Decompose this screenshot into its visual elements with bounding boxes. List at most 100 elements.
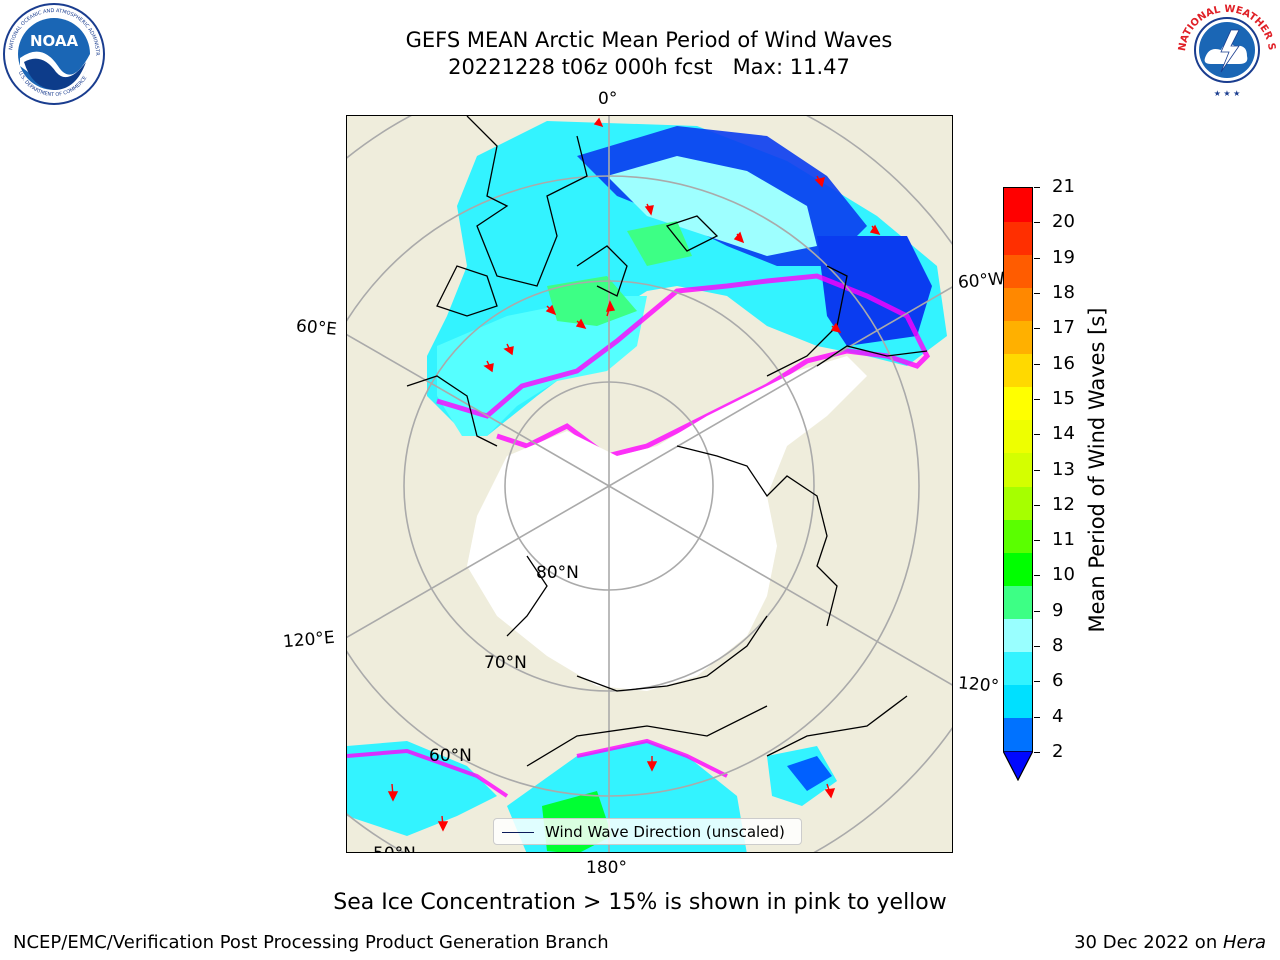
footer-machine: Hera [1222, 932, 1266, 953]
colorbar-tick [1034, 469, 1040, 471]
wind-arrow [575, 318, 587, 330]
wind-arrow [483, 360, 494, 373]
colorbar-tick [1034, 187, 1040, 188]
footer-date: 30 Dec 2022 on Hera [1074, 932, 1266, 953]
colorbar-tick [1034, 752, 1040, 753]
map-legend: Wind Wave Direction (unscaled) [493, 818, 802, 845]
meridian-label-120e: 120°E [282, 627, 336, 653]
greenland-sea-patch [817, 236, 932, 346]
colorbar-tick [1034, 257, 1040, 259]
parallel-label-60n: 60°N [429, 746, 472, 766]
colorbar-tick [1034, 646, 1040, 648]
sea-ice-caption: Sea Ice Concentration > 15% is shown in … [333, 890, 947, 915]
wind-arrow [814, 175, 825, 188]
alaska-gulf-deep [787, 756, 832, 791]
ice-edge-atlantic [436, 273, 931, 459]
sea-ice-cover [467, 356, 867, 691]
colorbar-segment [1004, 287, 1032, 321]
nws-logo: NATIONAL WEATHER SERVICE ★ ★ ★ [1171, 0, 1279, 104]
colorbar-segment [1004, 519, 1032, 553]
colorbar-segment [1004, 684, 1032, 719]
colorbar-segment [1004, 585, 1032, 620]
colorbar-extend-triangle [1003, 751, 1033, 781]
colorbar-tick-label: 20 [1052, 211, 1075, 233]
meridian-label-60e: 60°E [295, 316, 338, 340]
wind-arrow [824, 783, 836, 799]
green-patch-1 [627, 221, 692, 266]
colorbar-tick-label: 16 [1052, 352, 1075, 374]
colorbar-tick [1034, 363, 1040, 365]
wind-arrow [733, 231, 745, 244]
colorbar-tick-label: 15 [1052, 387, 1075, 409]
wind-arrow [646, 756, 658, 772]
colorbar-tick-label: 11 [1052, 529, 1075, 551]
colorbar-tick-label: 10 [1052, 564, 1075, 586]
meridian-label-0: 0° [598, 89, 618, 109]
parallel-label-70n: 70°N [484, 653, 527, 673]
colorbar-tick [1034, 540, 1040, 542]
legend-line-swatch [502, 832, 534, 834]
colorbar-label: Mean Period of Wind Waves [s] [1085, 307, 1109, 633]
ice-edge-pacific [347, 738, 728, 798]
colorbar-segment [1004, 221, 1032, 255]
colorbar-tick [1034, 292, 1040, 294]
legend-label: Wind Wave Direction (unscaled) [545, 823, 785, 841]
okhotsk-wave-field [347, 741, 497, 836]
noaa-logo: NOAA NATIONAL OCEANIC AND ATMOSPHERIC AD… [0, 0, 106, 106]
meridian-label-120w: 120° [957, 673, 1000, 697]
norwegian-sea-light [607, 156, 817, 256]
colorbar-segment [1004, 353, 1032, 388]
green-patch-2 [547, 276, 637, 326]
parallel-label-80n: 80°N [536, 563, 579, 583]
wind-arrow [605, 300, 616, 317]
parallel-label-50n: 50°N [373, 844, 416, 852]
chart-title: GEFS MEAN Arctic Mean Period of Wind Wav… [405, 28, 893, 52]
wind-arrow [545, 304, 557, 316]
colorbar [1003, 187, 1033, 752]
arctic-map: 80°N 70°N 60°N 50°N [346, 115, 953, 853]
wind-arrow [593, 117, 604, 128]
colorbar-segment [1004, 188, 1032, 222]
colorbar-tick-label: 2 [1052, 741, 1064, 762]
colorbar-segment [1004, 717, 1032, 752]
colorbar-tick [1034, 434, 1040, 436]
colorbar-tick [1034, 504, 1040, 506]
colorbar-tick [1034, 398, 1040, 400]
colorbar-segment [1004, 452, 1032, 487]
meridian-label-180: 180° [586, 858, 627, 878]
meridian-label-60w: 60°W [957, 268, 1006, 294]
footer-date-text: 30 Dec 2022 on [1074, 932, 1223, 953]
colorbar-segment [1004, 486, 1032, 520]
colorbar-tick [1034, 681, 1040, 683]
colorbar-tick-label: 19 [1052, 246, 1075, 268]
wind-arrow [869, 224, 881, 236]
wind-arrow [830, 322, 842, 334]
colorbar-tick [1034, 222, 1040, 224]
colorbar-tick-label: 18 [1052, 281, 1075, 303]
colorbar-tick-label: 14 [1052, 423, 1075, 445]
colorbar-tick-label: 4 [1052, 705, 1064, 727]
barents-wave-field [437, 296, 647, 436]
colorbar-tick-label: 21 [1052, 176, 1075, 197]
chart-subtitle: 20221228 t06z 000h fcst Max: 11.47 [448, 55, 850, 79]
colorbar-tick-label: 17 [1052, 317, 1075, 339]
colorbar-tick-label: 13 [1052, 458, 1075, 480]
colorbar-segment [1004, 651, 1032, 686]
colorbar-segment [1004, 419, 1032, 454]
colorbar-segment [1004, 552, 1032, 586]
colorbar-tick [1034, 610, 1040, 612]
wind-arrow [503, 343, 514, 356]
colorbar-tick-label: 6 [1052, 670, 1064, 692]
colorbar-tick-label: 8 [1052, 635, 1064, 657]
colorbar-tick [1034, 328, 1040, 330]
colorbar-segment [1004, 386, 1032, 421]
footer-branch: NCEP/EMC/Verification Post Processing Pr… [13, 932, 609, 953]
colorbar-segment [1004, 618, 1032, 653]
svg-text:★ ★ ★: ★ ★ ★ [1214, 89, 1241, 98]
svg-text:NOAA: NOAA [30, 32, 79, 50]
colorbar-tick-label: 9 [1052, 599, 1064, 621]
colorbar-tick-label: 12 [1052, 493, 1075, 515]
colorbar-tick [1034, 716, 1040, 718]
colorbar-tick [1034, 575, 1040, 577]
wind-arrow [437, 815, 449, 832]
